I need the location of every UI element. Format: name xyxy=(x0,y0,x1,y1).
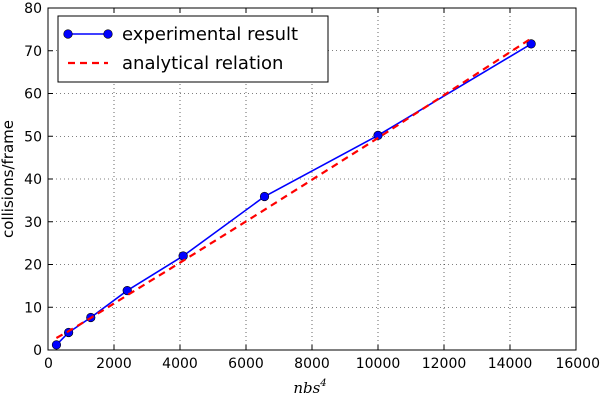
data-point xyxy=(51,340,62,350)
y-tick-label: 40 xyxy=(24,172,42,188)
legend-marker xyxy=(63,29,73,39)
x-axis-label: nbs4 xyxy=(293,378,326,397)
x-tick-label: 14000 xyxy=(488,356,533,372)
x-tick-label: 16000 xyxy=(555,356,600,372)
x-tick-label: 2000 xyxy=(96,356,132,372)
x-tick-label: 10000 xyxy=(356,356,401,372)
x-axis-label-base: nbs xyxy=(293,379,320,397)
y-tick-label: 60 xyxy=(24,87,42,103)
y-tick-label: 30 xyxy=(24,215,42,231)
data-point xyxy=(526,39,536,49)
series-line-1 xyxy=(55,43,532,346)
y-tick-label: 20 xyxy=(24,258,42,274)
series-layer xyxy=(51,37,536,350)
x-tick-label: 12000 xyxy=(422,356,467,372)
y-tick-label: 70 xyxy=(24,44,42,60)
x-tick-label: 0 xyxy=(44,356,53,372)
y-tick-label: 50 xyxy=(24,129,42,145)
legend-label-2: analytical relation xyxy=(122,53,283,74)
data-point xyxy=(373,130,383,140)
x-axis-label-exponent: 4 xyxy=(319,378,326,389)
y-tick-label: 0 xyxy=(33,343,42,359)
legend: experimental result analytical relation xyxy=(57,15,329,83)
x-tick-label: 6000 xyxy=(228,356,264,372)
legend-label-1: experimental result xyxy=(122,24,298,45)
ticks: 0 2000 4000 6000 8000 10000 12000 14000 16000 0 10… xyxy=(24,1,600,372)
y-tick-label: 10 xyxy=(24,300,42,316)
data-point xyxy=(259,191,270,202)
y-axis-label: collisions/frame xyxy=(0,120,17,238)
data-point xyxy=(178,251,188,261)
series-line-2 xyxy=(55,37,532,339)
y-tick-label: 80 xyxy=(24,1,42,17)
legend-box xyxy=(57,15,329,83)
x-tick-label: 4000 xyxy=(162,356,198,372)
legend-marker xyxy=(103,29,113,39)
x-tick-label: 8000 xyxy=(294,356,330,372)
